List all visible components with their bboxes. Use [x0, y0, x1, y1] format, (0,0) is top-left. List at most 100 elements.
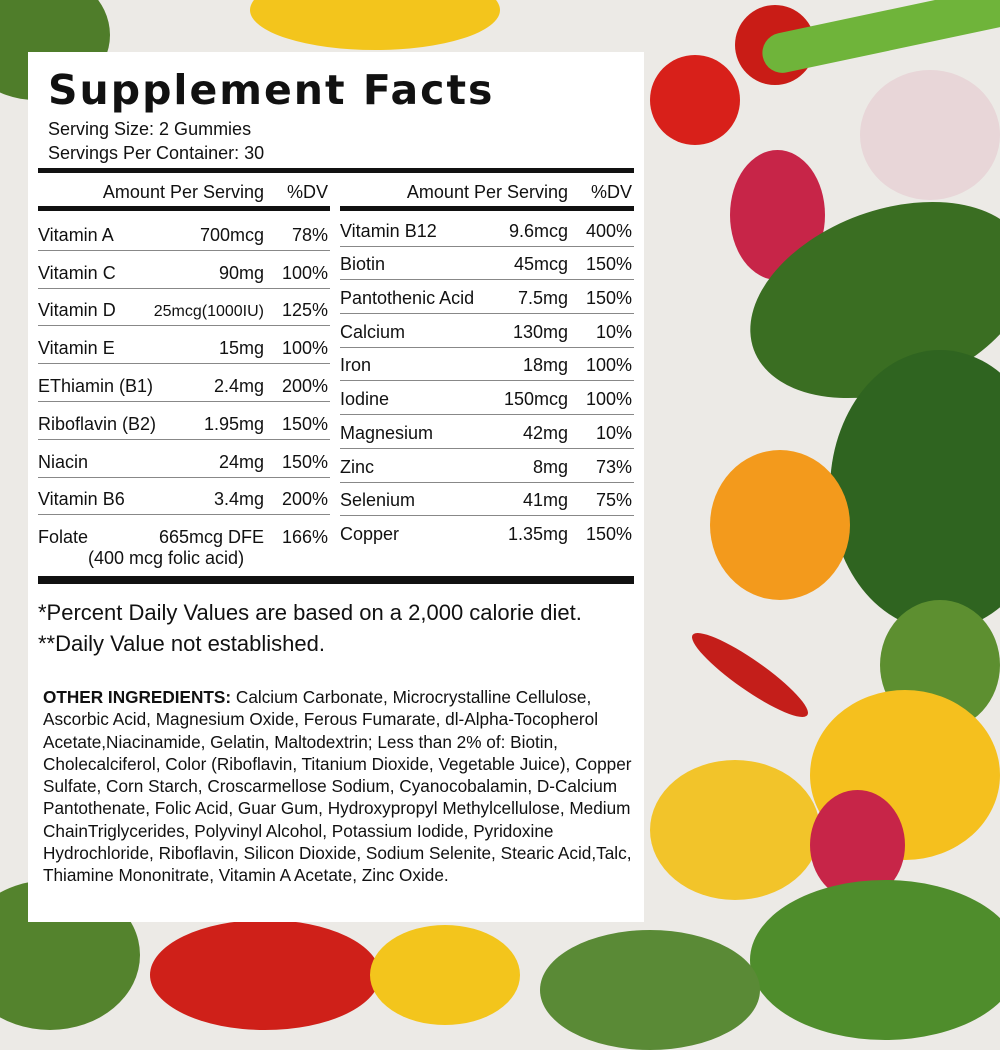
dv-header: %DV: [286, 182, 328, 202]
servings-per-container: Servings Per Container: 30: [48, 143, 265, 163]
nutrient-amount: 7.5mg: [517, 288, 568, 309]
nutrient-amount: 1.35mg: [507, 523, 568, 544]
nutrient-amount: 2.4mg: [213, 375, 264, 396]
nutrient-row: Riboflavin (B2) 1.95mg 150%: [38, 401, 330, 440]
tomato-image: [150, 920, 380, 1030]
nutrient-name: Zinc: [340, 456, 375, 477]
nutrient-row: Pantothenic Acid 7.5mg 150%: [340, 279, 634, 315]
nutrient-row: Folate 665mcg DFE 166%: [38, 514, 330, 552]
nutrient-dv: 150%: [585, 254, 632, 275]
nutrient-amount: 25mcg(1000IU): [153, 303, 264, 321]
nutrient-dv: 400%: [585, 220, 632, 241]
nutrient-dv: 150%: [585, 288, 632, 309]
nutrient-dv: 200%: [281, 375, 328, 396]
nutrient-row: Iron 18mg 100%: [340, 347, 634, 382]
nutrient-name: Selenium: [340, 490, 416, 511]
nutrient-dv: 100%: [585, 389, 632, 410]
nutrient-dv: 166%: [281, 527, 328, 548]
header-divider: [38, 206, 330, 211]
dv-header: %DV: [590, 182, 632, 202]
tomato-image: [650, 55, 740, 145]
chili-image: [684, 622, 816, 728]
supplement-facts-panel: Supplement Facts Serving Size: 2 Gummies…: [28, 52, 644, 922]
nutrient-name: Pantothenic Acid: [340, 288, 475, 309]
nutrient-row: EThiamin (B1) 2.4mg 200%: [38, 363, 330, 402]
nutrient-amount: 665mcg DFE: [158, 527, 264, 548]
footnote-daily-values: *Percent Daily Values are based on a 2,0…: [38, 600, 582, 625]
nutrient-row: Vitamin E 15mg 100%: [38, 325, 330, 365]
nutrient-amount: 41mg: [522, 490, 568, 511]
nutrient-dv: 75%: [595, 490, 632, 511]
nutrient-name: Calcium: [340, 321, 406, 342]
nutrient-name: Vitamin E: [38, 338, 115, 359]
nutrient-dv: 125%: [281, 300, 328, 321]
nutrient-row: Biotin 45mcg 150%: [340, 246, 634, 281]
nutrient-name: Vitamin D: [38, 300, 116, 321]
nutrient-name: Biotin: [340, 254, 386, 275]
nutrient-name: Copper: [340, 523, 400, 544]
nutrient-amount: 130mg: [512, 321, 568, 342]
yellow-squash-image: [650, 760, 820, 900]
nutrient-row: Vitamin C 90mg 100%: [38, 250, 330, 289]
nutrient-dv: 10%: [595, 422, 632, 443]
page-title: Supplement Facts: [48, 66, 495, 114]
pepper-image: [250, 0, 500, 50]
amount-header: Amount Per Serving: [102, 182, 264, 202]
nutrient-name: Vitamin B6: [38, 489, 125, 510]
nutrient-name: Iodine: [340, 389, 390, 410]
nutrient-row: Vitamin A 700mcg 78%: [38, 212, 330, 251]
nutrient-amount: 700mcg: [199, 224, 264, 245]
nutrient-row: Vitamin B12 9.6mcg 400%: [340, 212, 634, 247]
nutrient-dv: 150%: [585, 523, 632, 544]
nutrient-amount: 1.95mg: [203, 413, 264, 434]
nutrient-name: Folate: [38, 527, 89, 548]
folate-note: (400 mcg folic acid): [88, 548, 245, 568]
greens-image: [750, 880, 1000, 1040]
nutrient-dv: 78%: [291, 224, 328, 245]
nutrient-name: Niacin: [38, 451, 89, 472]
nutrient-amount: 15mg: [218, 338, 264, 359]
nutrient-dv: 150%: [281, 451, 328, 472]
nutrient-dv: 150%: [281, 413, 328, 434]
orange-pepper-image: [710, 450, 850, 600]
nutrient-row: Copper 1.35mg 150%: [340, 515, 634, 549]
nutrient-name: EThiamin (B1): [38, 375, 154, 396]
nutrient-name: Vitamin C: [38, 262, 116, 283]
nutrient-dv: 200%: [281, 489, 328, 510]
nutrient-dv: 100%: [281, 338, 328, 359]
footnote-not-established: **Daily Value not established.: [38, 631, 325, 656]
garlic-image: [860, 70, 1000, 200]
divider-thick: [38, 576, 634, 584]
nutrient-row: Magnesium 42mg 10%: [340, 414, 634, 449]
nutrient-amount: 3.4mg: [213, 489, 264, 510]
nutrient-name: Riboflavin (B2): [38, 413, 157, 434]
nutrient-name: Magnesium: [340, 422, 434, 443]
ingredients-text: Calcium Carbonate, Microcrystalline Cell…: [43, 687, 632, 886]
nutrient-row: Vitamin B6 3.4mg 200%: [38, 477, 330, 516]
nutrient-row: Selenium 41mg 75%: [340, 482, 634, 517]
serving-size: Serving Size: 2 Gummies: [48, 119, 252, 139]
nutrient-dv: 100%: [585, 355, 632, 376]
other-ingredients: OTHER INGREDIENTS: Calcium Carbonate, Mi…: [43, 686, 643, 887]
nutrient-amount: 18mg: [522, 355, 568, 376]
ingredients-label: OTHER INGREDIENTS:: [43, 687, 232, 707]
divider-thick: [38, 168, 634, 173]
nutrient-amount: 150mcg: [503, 389, 568, 410]
nutrient-name: Iron: [340, 355, 372, 376]
amount-header: Amount Per Serving: [406, 182, 568, 202]
nutrient-amount: 45mcg: [513, 254, 568, 275]
nutrient-amount: 42mg: [522, 422, 568, 443]
nutrient-row: Calcium 130mg 10%: [340, 313, 634, 348]
nutrient-row: Vitamin D 25mcg(1000IU) 125%: [38, 288, 330, 327]
nutrient-row: Zinc 8mg 73%: [340, 448, 634, 483]
nutrient-amount: 9.6mcg: [508, 220, 568, 241]
yellow-pepper-image: [370, 925, 520, 1025]
header-divider: [340, 206, 634, 211]
nutrient-dv: 100%: [281, 262, 328, 283]
nutrient-amount: 8mg: [532, 456, 568, 477]
nutrient-name: Vitamin A: [38, 224, 114, 245]
nutrient-dv: 73%: [595, 456, 632, 477]
nutrient-row: Niacin 24mg 150%: [38, 439, 330, 478]
nutrient-row: Iodine 150mcg 100%: [340, 381, 634, 416]
broccoli-image: [540, 930, 760, 1050]
